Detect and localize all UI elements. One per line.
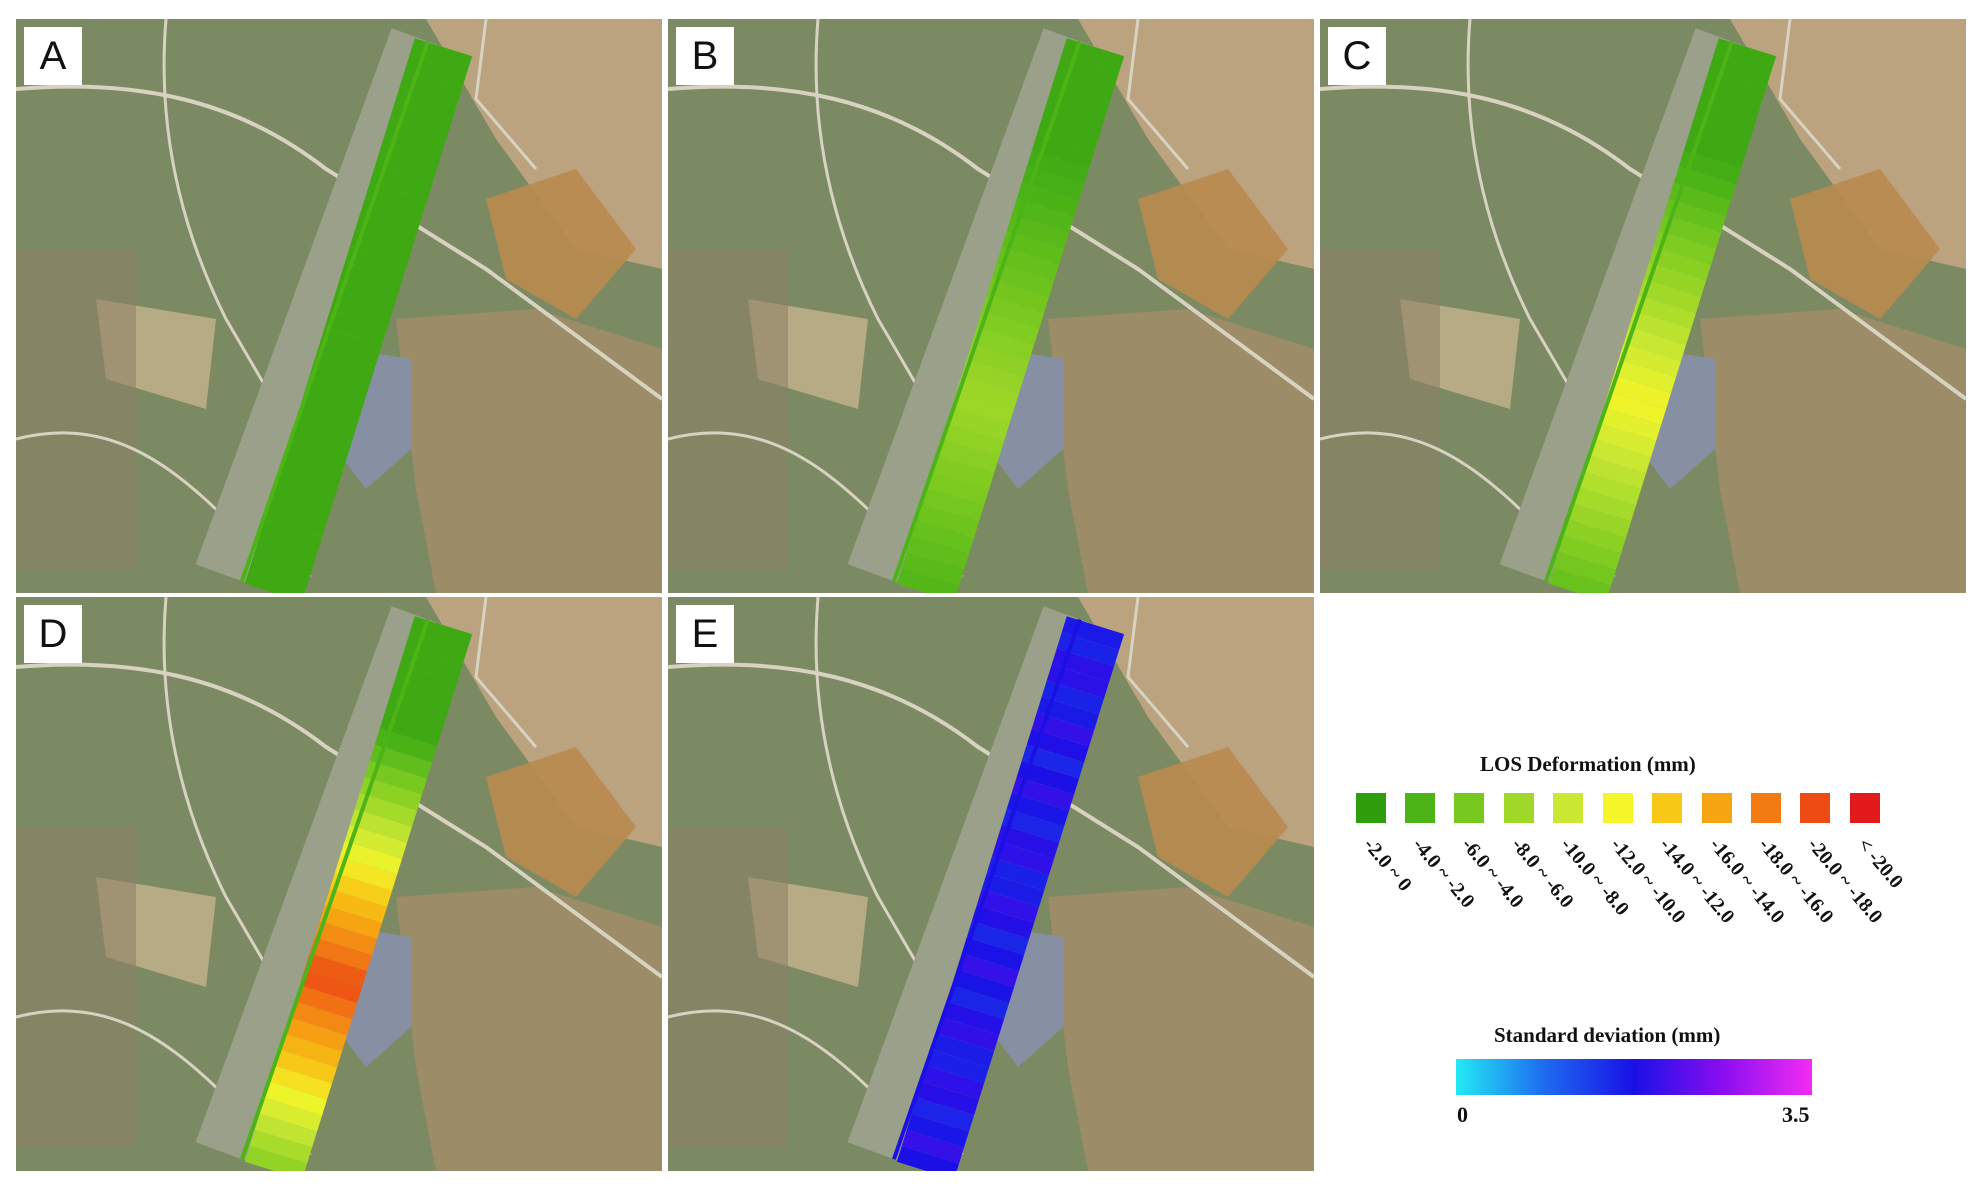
satellite-basemap: [668, 19, 1314, 593]
los-swatch: [1504, 793, 1534, 823]
sd-legend-title: Standard deviation (mm): [1494, 1023, 1721, 1047]
los-swatch: [1405, 793, 1435, 823]
panel-label: A: [24, 27, 82, 85]
panel-label: E: [676, 605, 734, 663]
map-panel-d: D: [16, 597, 662, 1171]
map-panel-b: B: [668, 19, 1314, 593]
sd-colorbar: [1456, 1059, 1812, 1095]
los-swatch: [1702, 793, 1732, 823]
los-swatch: [1356, 793, 1386, 823]
los-swatch: [1553, 793, 1583, 823]
los-swatch: [1652, 793, 1682, 823]
los-legend-title: LOS Deformation (mm): [1480, 752, 1696, 776]
sd-min-label: 0: [1457, 1102, 1468, 1127]
panel-label: D: [24, 605, 82, 663]
panel-label: C: [1328, 27, 1386, 85]
los-swatch: [1603, 793, 1633, 823]
los-swatch: [1850, 793, 1880, 823]
satellite-basemap: [16, 597, 662, 1171]
los-swatch: [1454, 793, 1484, 823]
map-panel-e: E: [668, 597, 1314, 1171]
los-class-label: -2.0 ~ 0: [1359, 834, 1416, 896]
satellite-basemap: [16, 19, 662, 593]
satellite-basemap: [668, 597, 1314, 1171]
map-panel-c: C: [1320, 19, 1966, 593]
map-panel-a: A: [16, 19, 662, 593]
panel-label: B: [676, 27, 734, 85]
los-swatch: [1800, 793, 1830, 823]
los-swatch: [1751, 793, 1781, 823]
satellite-basemap: [1320, 19, 1966, 593]
sd-max-label: 3.5: [1782, 1102, 1810, 1127]
